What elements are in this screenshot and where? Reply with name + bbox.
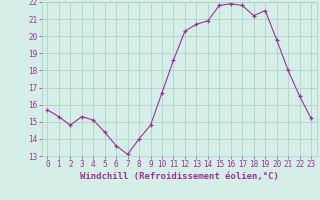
X-axis label: Windchill (Refroidissement éolien,°C): Windchill (Refroidissement éolien,°C) <box>80 172 279 181</box>
